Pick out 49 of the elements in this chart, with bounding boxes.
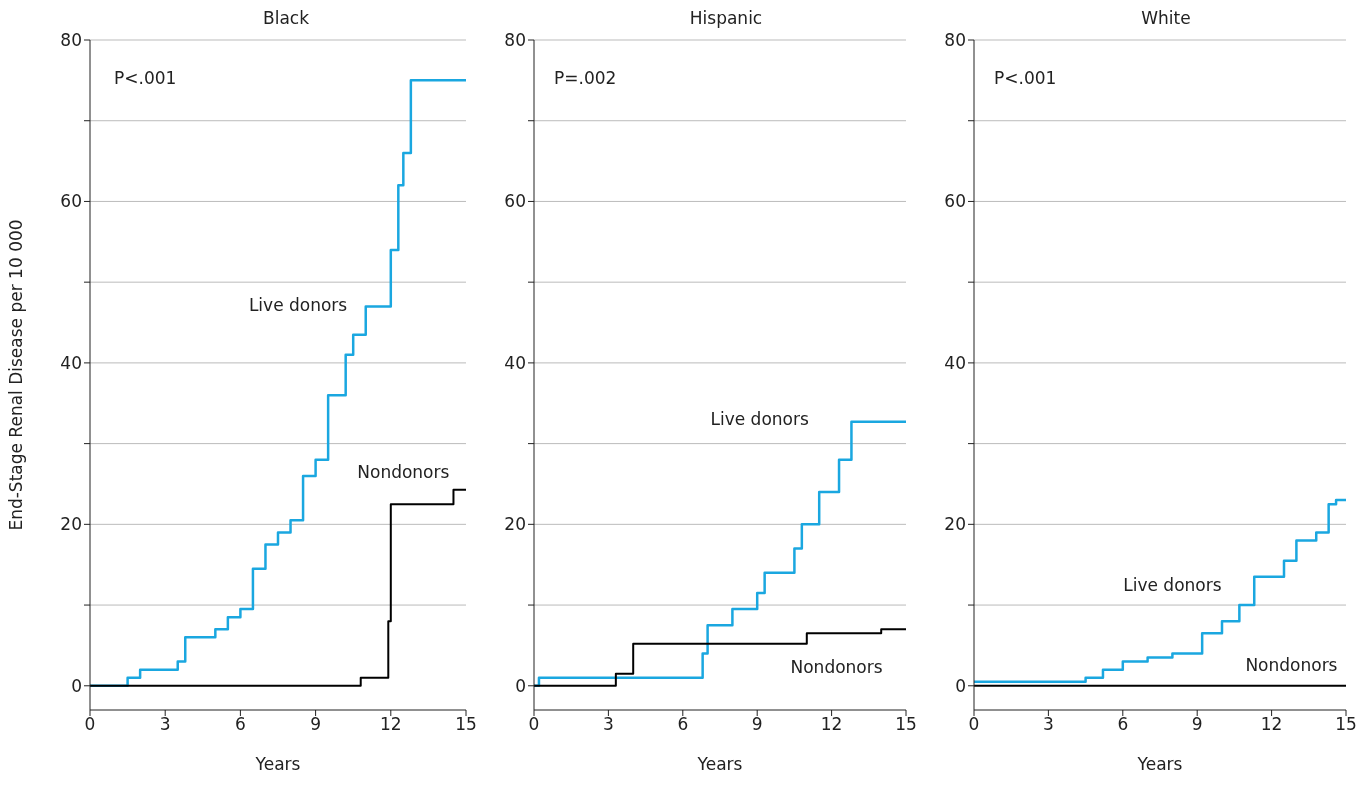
x-tick-label: 3 [1042,714,1054,735]
y-tick-label: 20 [504,514,526,535]
x-tick-label: 3 [159,714,171,735]
x-tick-label: 6 [1117,714,1129,735]
chart-title: White [1140,8,1192,30]
text: Live donors [710,409,809,430]
annotation: P=.002 [554,68,617,88]
y-tick-label: 20 [944,514,966,535]
x-tick-label: 12 [820,714,843,735]
y-tick-label: 40 [944,352,966,373]
y-axis-title: End-Stage Renal Disease per 10 000 [6,219,27,531]
annotation: P<.001 [114,68,177,88]
x-tick-label: 15 [455,714,477,735]
y-tick-label: 80 [60,30,82,51]
x-tick-label: 0 [968,714,980,735]
series-label: Live donors [1123,574,1222,595]
x-tick-label: 9 [1191,714,1203,735]
x-axis-title: Years [696,754,743,774]
y-tick-label: 0 [71,675,82,696]
y-tick-label: 80 [944,30,966,51]
y-tick-label: 60 [504,191,526,212]
y-tick-label: 60 [60,191,82,212]
y-tick-label: 0 [515,675,526,696]
x-tick-label: 0 [84,714,96,735]
x-axis-title: Years [1136,754,1183,774]
x-tick-label: 6 [677,714,689,735]
x-axis-title: Years [254,754,301,774]
x-tick-label: 12 [1260,714,1283,735]
x-tick-label: 15 [1335,714,1357,735]
chart-title: Black [262,8,310,30]
series-label: Live donors [248,295,348,316]
x-tick-label: 6 [234,714,246,735]
y-tick-label: 80 [504,30,526,51]
x-tick-label: 9 [751,714,763,735]
x-tick-label: 15 [895,714,917,735]
chart-title: Hispanic [688,8,764,30]
series-label: Nondonors [790,657,883,678]
y-tick-label: 40 [504,352,526,373]
y-tick-label: 40 [60,352,82,373]
y-tick-label: 20 [60,514,82,535]
x-tick-label: 0 [528,714,540,735]
x-tick-label: 3 [602,714,614,735]
y-tick-label: 0 [955,675,966,696]
y-tick-label: 60 [944,191,966,212]
x-tick-label: 9 [310,714,322,735]
annotation: P<.001 [994,68,1057,88]
series-label: Nondonors [1245,654,1338,675]
x-tick-label: 12 [379,714,402,735]
series-label: Nondonors [357,461,450,482]
